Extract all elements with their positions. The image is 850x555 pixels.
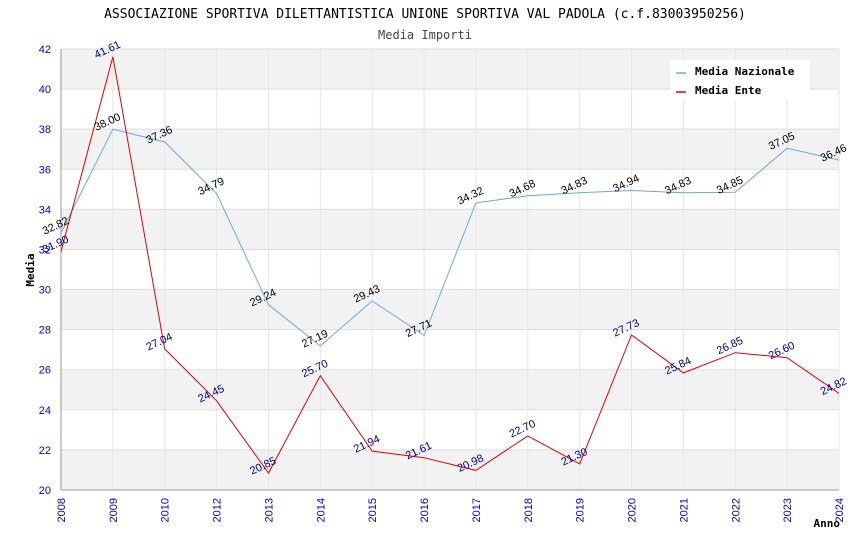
- y-tick-label: 30: [39, 285, 51, 297]
- y-axis-label: Media: [24, 253, 37, 286]
- x-tick-label: 2008: [56, 498, 68, 522]
- y-tick-label: 26: [39, 365, 51, 377]
- y-tick-label: 28: [39, 325, 51, 337]
- x-tick-label: 2012: [212, 498, 224, 522]
- grid-band: [61, 449, 839, 490]
- y-tick-label: 42: [39, 44, 51, 56]
- y-tick-label: 36: [39, 164, 51, 176]
- legend-label-media-ente: Media Ente: [695, 84, 762, 97]
- legend-background: [670, 60, 810, 100]
- series-lines: [60, 56, 840, 474]
- grid-band: [61, 129, 839, 170]
- x-tick-label: 2020: [627, 498, 639, 522]
- x-tick-label: 2024: [834, 498, 846, 522]
- x-tick-labels: 2008 2009 2010 2012 2013 2014 2015 2016 2017 2018…: [56, 498, 846, 522]
- x-axis-label: Anno: [814, 517, 841, 530]
- x-tick-label: 2013: [263, 498, 275, 522]
- data-label: 27.19: [300, 328, 330, 351]
- y-tick-label: 34: [39, 204, 51, 216]
- x-tick-label: 2017: [471, 498, 483, 522]
- x-tick-label: 2010: [160, 498, 172, 522]
- data-label: 26.60: [767, 340, 797, 363]
- chart-title: ASSOCIAZIONE SPORTIVA DILETTANTISTICA UN…: [104, 7, 746, 22]
- x-tick-label: 2016: [419, 498, 431, 522]
- data-label: 26.85: [715, 335, 745, 358]
- data-labels: 32.8238.0037.3634.7929.2427.1929.4327.71…: [41, 39, 849, 478]
- data-label: 34.83: [663, 175, 693, 198]
- x-tick-label: 2023: [782, 498, 794, 522]
- x-tick-label: 2014: [315, 498, 327, 522]
- data-label: 34.85: [715, 174, 745, 197]
- chart-subtitle: Media Importi: [378, 28, 472, 42]
- data-label: 34.32: [456, 185, 486, 208]
- y-tick-labels: 20 22 24 26 28 30 32 34 36 38 40 42: [39, 44, 51, 497]
- y-tick-label: 24: [39, 405, 51, 417]
- x-tick-label: 2015: [367, 498, 379, 522]
- y-tick-label: 38: [39, 124, 51, 136]
- x-tick-label: 2021: [678, 498, 690, 522]
- x-tick-label: 2019: [575, 498, 587, 522]
- grid-band: [61, 369, 839, 410]
- grid-band: [61, 289, 839, 330]
- data-label: 34.94: [611, 173, 641, 196]
- legend-label-media-nazionale: Media Nazionale: [695, 65, 795, 78]
- y-tick-label: 32: [39, 244, 51, 256]
- legend: Media Nazionale Media Ente: [670, 60, 810, 100]
- x-tick-label: 2009: [108, 498, 120, 522]
- x-tick-label: 2022: [730, 498, 742, 522]
- data-label: 34.83: [559, 175, 589, 198]
- series-line-media-ente: [60, 56, 840, 474]
- y-tick-label: 22: [39, 445, 51, 457]
- x-tick-label: 2018: [523, 498, 535, 522]
- data-label: 22.70: [508, 418, 538, 441]
- y-tick-label: 40: [39, 84, 51, 96]
- grid-band: [61, 209, 839, 250]
- y-tick-label: 20: [39, 485, 51, 497]
- series-line-media-nazionale: [60, 128, 840, 347]
- data-label: 34.79: [196, 176, 226, 199]
- data-label: 27.04: [144, 331, 174, 354]
